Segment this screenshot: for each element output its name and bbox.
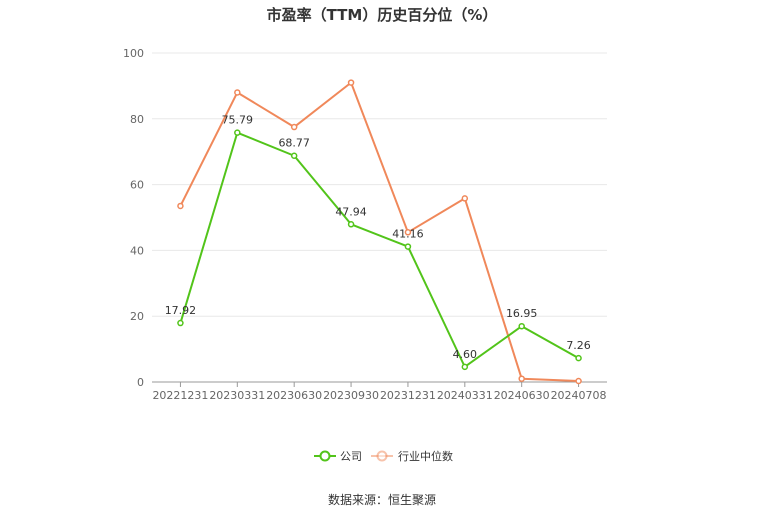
series-layer — [177, 79, 582, 385]
data-point[interactable] — [404, 243, 412, 250]
x-tick-label: 20221231 — [152, 389, 208, 402]
legend-item-company[interactable]: 公司 — [314, 450, 362, 463]
y-tick-label: 40 — [130, 244, 144, 257]
data-point[interactable] — [234, 89, 241, 96]
legend-marker-industry-median — [376, 450, 388, 462]
y-tick-label: 100 — [123, 47, 144, 60]
x-tick-label: 20230630 — [266, 389, 322, 402]
data-label: 7.26 — [566, 339, 591, 352]
x-tick-label: 20240708 — [551, 389, 607, 402]
data-label-layer: 17.92 75.79 68.77 47.94 41.16 4.60 16.95 7.26 — [165, 114, 591, 361]
y-tick-label: 0 — [137, 376, 144, 389]
chart-title: 市盈率（TTM）历史百分位（%） — [267, 6, 498, 24]
data-label: 47.94 — [335, 205, 367, 218]
series-line-1 — [179, 81, 579, 383]
data-point[interactable] — [290, 123, 298, 131]
data-point[interactable] — [575, 354, 582, 362]
data-label: 68.77 — [278, 137, 310, 150]
series-line-0 — [179, 131, 580, 368]
data-point[interactable] — [518, 322, 525, 330]
data-label: 75.79 — [222, 114, 254, 127]
legend-marker-company — [319, 450, 331, 462]
data-point[interactable] — [575, 377, 582, 385]
data-point[interactable] — [461, 195, 469, 202]
data-point[interactable] — [234, 129, 241, 136]
y-tick-label: 60 — [130, 179, 144, 192]
x-tick-label: 20240331 — [437, 389, 493, 402]
legend: 公司 行业中位数 — [314, 449, 453, 463]
data-point[interactable] — [177, 319, 184, 327]
data-point[interactable] — [461, 363, 469, 371]
data-source: 数据来源：恒生聚源 — [328, 492, 436, 507]
data-label: 17.92 — [165, 304, 197, 317]
y-tick-label: 20 — [130, 310, 144, 323]
legend-item-industry-median[interactable]: 行业中位数 — [371, 449, 453, 463]
data-point[interactable] — [290, 152, 298, 159]
data-point[interactable] — [347, 79, 355, 86]
legend-label-company: 公司 — [340, 450, 362, 463]
x-tick-label: 20230331 — [209, 389, 265, 402]
data-point[interactable] — [404, 229, 412, 236]
data-point[interactable] — [177, 202, 184, 210]
x-tick-label: 20240630 — [494, 389, 550, 402]
data-label: 41.16 — [392, 228, 424, 241]
data-label: 4.60 — [453, 348, 478, 361]
data-point[interactable] — [518, 375, 525, 382]
x-tick-label: 20231231 — [380, 389, 436, 402]
data-point[interactable] — [347, 221, 355, 228]
y-tick-label: 80 — [130, 113, 144, 126]
x-tick-label: 20230930 — [323, 389, 379, 402]
grid-layer — [152, 52, 607, 317]
legend-label-industry-median: 行业中位数 — [398, 449, 453, 463]
data-label: 16.95 — [506, 307, 538, 320]
